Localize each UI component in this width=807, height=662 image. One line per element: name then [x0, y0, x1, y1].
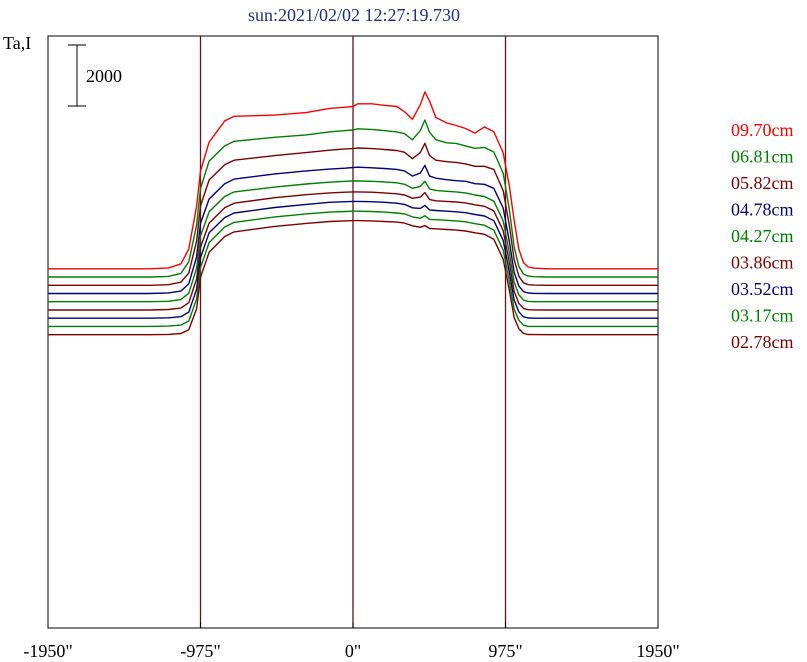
scale-bar-label: 2000 [86, 66, 122, 86]
series-line-06.81cm [48, 119, 658, 278]
legend-entry: 06.81cm [731, 147, 794, 167]
legend-entry: 04.27cm [731, 226, 794, 246]
scale-bar: 2000 [68, 44, 122, 107]
legend-entry: 02.78cm [731, 332, 794, 352]
legend: 09.70cm 06.81cm 05.82cm 04.78cm 04.27cm 03.86… [731, 120, 794, 352]
vertical-markers [199, 36, 507, 628]
series-layer [48, 91, 658, 336]
series-line-09.70cm [48, 91, 658, 270]
legend-entry: 03.86cm [731, 253, 794, 273]
x-tick-label: 1950" [636, 641, 679, 661]
series-line-04.27cm [48, 180, 658, 303]
series-line-03.86cm [48, 191, 658, 311]
x-tick-label: -975" [180, 641, 220, 661]
x-tick-label: 0" [345, 641, 361, 661]
legend-entry: 09.70cm [731, 120, 794, 140]
series-line-03.52cm [48, 200, 658, 319]
x-tick-label: -1950" [23, 641, 72, 661]
series-line-02.78cm [48, 219, 658, 336]
x-axis-ticks: -1950" -975" 0" 975" 1950" [23, 622, 680, 661]
series-line-05.82cm [48, 142, 658, 286]
y-axis-label: Ta,I [3, 33, 31, 53]
legend-entry: 03.52cm [731, 279, 794, 299]
series-line-03.17cm [48, 210, 658, 328]
x-tick-label: 975" [488, 641, 522, 661]
legend-entry: 04.78cm [731, 200, 794, 220]
chart-title: sun:2021/02/02 12:27:19.730 [248, 5, 460, 25]
legend-entry: 05.82cm [731, 173, 794, 193]
legend-entry: 03.17cm [731, 306, 794, 326]
series-line-04.78cm [48, 164, 658, 295]
